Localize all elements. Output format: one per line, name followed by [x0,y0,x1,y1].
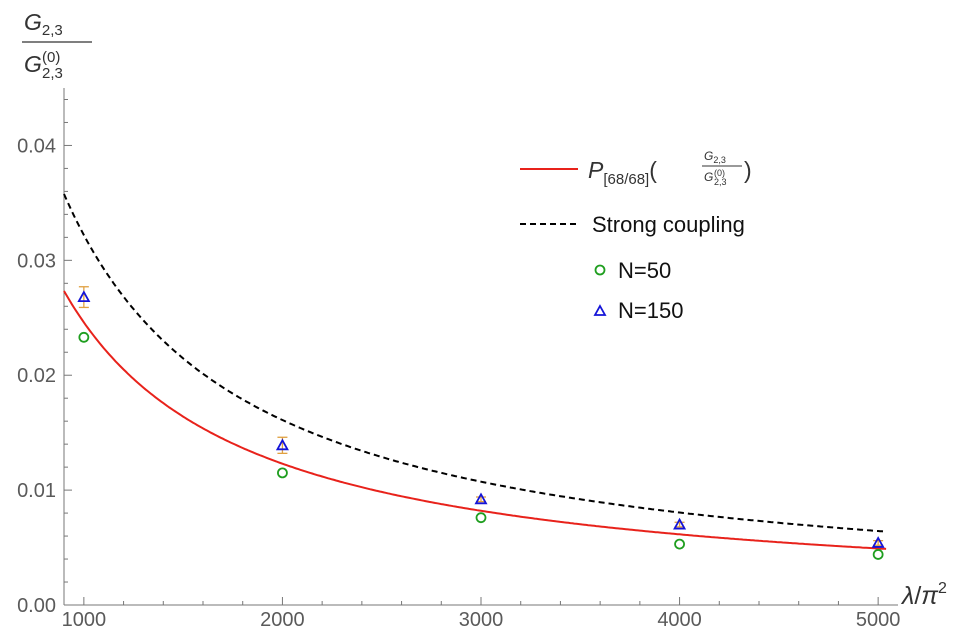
n50-data-point [475,512,487,524]
x-label-slash: / [914,582,921,610]
x-tick-label: 4000 [657,609,702,628]
legend-pade-den-sub: 2,3 [714,177,727,187]
y-label-den-sup: (0) [42,49,60,66]
n150-data-point [673,517,687,530]
svg-text:G2,3: G2,3 [24,9,63,39]
n50-data-point [872,549,884,560]
y-label-den-sub: 2,3 [42,65,63,82]
svg-text:G: G [704,170,713,184]
x-tick-label: 1000 [62,609,107,628]
legend-pade-base: P [588,157,604,183]
axis-tick-labels: 1000 2000 3000 4000 5000 0.00 0.01 0.02 0.03 0.04 [17,135,900,628]
y-label-num-base: G [24,9,42,35]
svg-text:λ/π2: λ/π2 [900,580,947,610]
axis-ticks [64,98,879,606]
x-label-lambda: λ [900,582,914,610]
legend-pade-close: ) [744,157,752,183]
series-layer [63,193,887,560]
x-label-pi: π [921,582,939,610]
y-label-den-base: G [24,51,42,77]
n50-data-point [78,331,90,343]
x-axis-label: λ/π2 [900,580,947,610]
svg-text:P[68/68](: P[68/68]( [588,157,657,188]
x-tick-label: 3000 [459,609,504,628]
x-label-exp: 2 [938,580,947,597]
legend-pade-num-base: G [704,149,713,163]
y-tick-label: 0.01 [17,480,56,502]
n150-data-point [474,492,488,505]
pade-approximant-curve [63,290,887,550]
legend-marker-n150 [593,304,607,316]
legend-label-pade: P[68/68]( G2,3 G (0) 2,3 ) [588,149,752,188]
y-axis-label: G2,3 G (0) 2,3 [22,9,92,82]
legend-marker-n50 [594,264,606,276]
legend-pade-den-base: G [704,170,713,184]
n50-data-point [674,538,685,550]
n50-data-point [277,467,288,479]
y-label-num-sub: 2,3 [42,22,63,39]
strong-coupling-curve [63,193,887,533]
y-tick-label: 0.02 [17,365,56,387]
legend-pade-num-sub: 2,3 [713,155,726,165]
legend: P[68/68]( G2,3 G (0) 2,3 ) Strong coupli… [520,149,752,323]
legend-label-n50: N=50 [618,258,671,283]
legend-pade-open: ( [649,157,657,183]
x-tick-label: 2000 [260,609,305,628]
legend-label-n150: N=150 [618,298,683,323]
n150-data-point [871,536,885,548]
legend-pade-sub: [68/68] [603,171,649,188]
y-tick-label: 0.04 [17,135,56,157]
svg-text:G2,3: G2,3 [704,149,726,165]
x-tick-label: 5000 [856,609,901,628]
legend-label-strong-coupling: Strong coupling [592,212,745,237]
svg-text:G: G [24,51,42,77]
legend-pade-den-sup: (0) [714,168,725,178]
n150-data-point [77,290,91,302]
n150-data-point [275,438,289,451]
y-tick-label: 0.00 [17,595,56,617]
y-tick-label: 0.03 [17,250,56,272]
